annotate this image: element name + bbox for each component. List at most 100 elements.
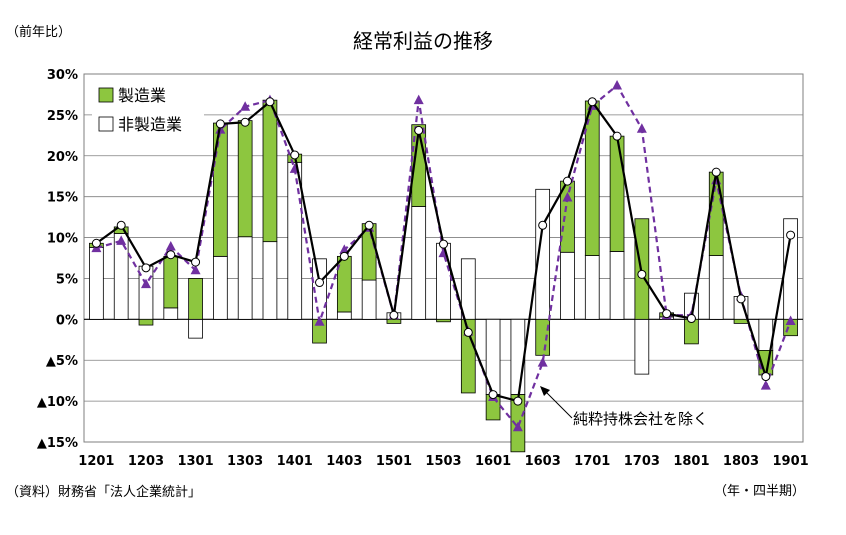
bar-non-manufacturing	[213, 255, 228, 320]
point-all-industry	[587, 97, 597, 107]
point-excluding-holding	[636, 123, 647, 133]
point-all-industry	[315, 278, 325, 288]
point-excluding-holding	[413, 94, 424, 105]
x-tick-label: 1503	[425, 454, 461, 469]
point-excluding-holding	[537, 357, 548, 367]
bar-non-manufacturing	[634, 318, 650, 375]
point-all-industry	[215, 119, 225, 129]
point-all-industry	[562, 176, 572, 186]
y-axis-unit-label: （前年比）	[6, 24, 71, 40]
point-all-industry	[339, 251, 349, 261]
bar-manufacturing	[609, 135, 625, 252]
point-all-industry	[513, 396, 523, 406]
bar-non-manufacturing	[411, 206, 427, 320]
bar-manufacturing	[237, 120, 253, 238]
y-tick-label: 15%	[47, 191, 78, 206]
point-all-industry	[761, 372, 771, 382]
bar-non-manufacturing	[262, 241, 278, 320]
point-all-industry	[141, 263, 151, 273]
point-all-industry	[538, 220, 548, 230]
y-tick-label: 10%	[47, 232, 78, 247]
bar-manufacturing	[460, 318, 476, 394]
point-excluding-holding	[562, 191, 573, 202]
bar-manufacturing	[436, 318, 451, 323]
x-tick-label: 1203	[128, 454, 164, 469]
x-tick-label: 1701	[574, 454, 610, 469]
point-all-industry	[91, 238, 101, 248]
point-excluding-holding	[760, 380, 771, 390]
bar-manufacturing	[386, 318, 402, 324]
x-tick-label: 1901	[773, 454, 809, 469]
bar-manufacturing	[188, 278, 203, 320]
point-excluding-holding	[339, 244, 350, 254]
annotation-arrowhead	[540, 386, 550, 396]
x-tick-label: 1301	[177, 454, 213, 469]
point-all-industry	[166, 250, 176, 260]
source-note: （資料）財務省「法人企業統計」	[6, 484, 201, 500]
x-tick-label: 1803	[723, 454, 759, 469]
bar-non-manufacturing	[287, 161, 303, 320]
y-tick-label: 5%	[56, 272, 78, 287]
point-all-industry	[240, 117, 250, 127]
point-all-industry	[637, 269, 647, 279]
x-tick-label: 1501	[376, 454, 412, 469]
chart-title: 経常利益の推移	[353, 29, 493, 53]
x-tick-label: 1603	[525, 454, 561, 469]
bar-non-manufacturing	[584, 255, 600, 320]
point-excluding-holding	[190, 264, 201, 275]
point-all-industry	[463, 327, 473, 337]
plot-area: 30% 25% 20% 15% 10% 5% 0% ▲5% ▲10% ▲15%1201 1203 13…	[37, 68, 809, 469]
x-tick-label: 1303	[227, 454, 263, 469]
x-tick-label: 1403	[326, 454, 362, 469]
point-all-industry	[116, 220, 126, 230]
point-excluding-holding	[140, 278, 151, 289]
legend: 製造業 非製造業	[92, 80, 204, 142]
bar-non-manufacturing	[188, 318, 203, 339]
point-all-industry	[364, 220, 374, 230]
y-tick-label: ▲10%	[37, 395, 78, 410]
point-excluding-holding	[240, 101, 251, 111]
point-all-industry	[736, 294, 746, 304]
legend-label-manufacturing: 製造業	[118, 86, 166, 105]
x-tick-label: 1601	[475, 454, 511, 469]
point-all-industry	[290, 150, 300, 160]
point-all-industry	[389, 310, 399, 320]
point-all-industry	[686, 314, 696, 324]
bar-non-manufacturing	[460, 258, 476, 320]
bar-non-manufacturing	[708, 255, 724, 320]
point-all-industry	[488, 390, 498, 400]
point-excluding-holding	[116, 235, 127, 245]
bar-manufacturing	[138, 318, 154, 326]
y-tick-label: 20%	[47, 150, 78, 165]
bar-non-manufacturing	[510, 318, 526, 395]
x-axis-unit-label: （年・四半期）	[714, 484, 805, 499]
bar-non-manufacturing	[560, 251, 575, 320]
bar-manufacturing	[262, 99, 278, 243]
bar-non-manufacturing	[336, 311, 352, 320]
bar-non-manufacturing	[113, 233, 129, 320]
legend-swatch-manufacturing	[98, 87, 114, 103]
bar-non-manufacturing	[609, 251, 625, 320]
x-tick-label: 1201	[78, 454, 114, 469]
x-tick-label: 1703	[624, 454, 660, 469]
point-all-industry	[612, 131, 622, 141]
x-tick-label: 1401	[277, 454, 313, 469]
point-all-industry	[711, 167, 721, 177]
point-all-industry	[786, 230, 796, 240]
legend-swatch-non-manufacturing	[98, 116, 114, 132]
bar-manufacturing	[733, 318, 749, 324]
x-tick-label: 1801	[673, 454, 709, 469]
bar-non-manufacturing	[163, 307, 179, 320]
point-excluding-holding	[512, 421, 523, 432]
point-all-industry	[191, 257, 201, 267]
point-all-industry	[662, 309, 672, 319]
bar-non-manufacturing	[361, 279, 377, 320]
point-all-industry	[414, 125, 424, 135]
legend-label-non-manufacturing: 非製造業	[118, 115, 182, 134]
bar-manufacturing	[163, 255, 179, 309]
series-line-excluding-holding	[96, 83, 792, 430]
point-all-industry	[439, 239, 448, 249]
annotation: 純粋持株会社を除く	[540, 386, 708, 428]
y-tick-label: 30%	[47, 68, 78, 83]
